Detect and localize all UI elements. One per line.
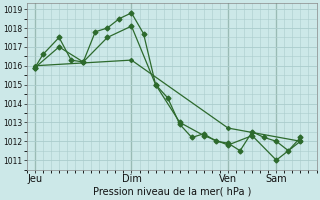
X-axis label: Pression niveau de la mer( hPa ): Pression niveau de la mer( hPa ) xyxy=(92,187,251,197)
